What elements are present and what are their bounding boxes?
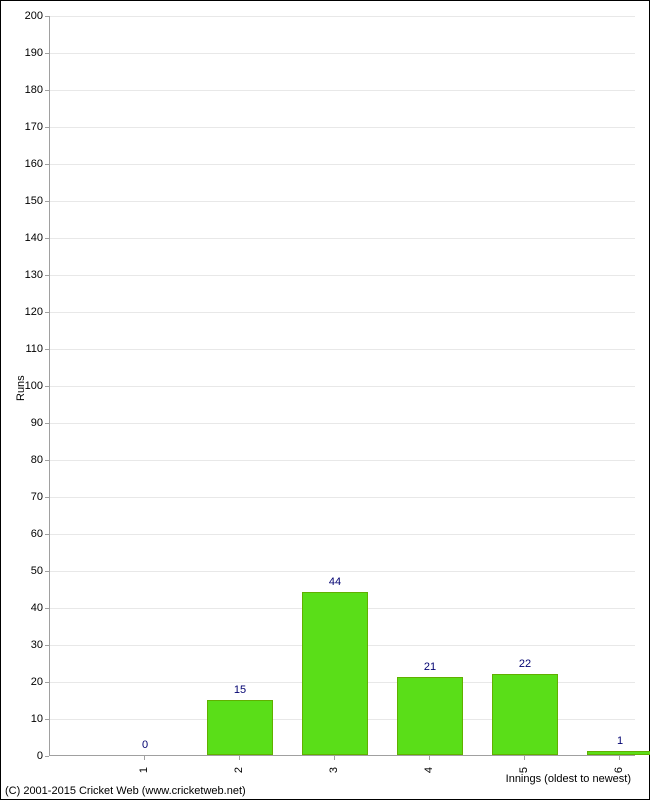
y-tick-mark	[45, 497, 49, 498]
y-tick-mark	[45, 719, 49, 720]
y-tick-label: 30	[5, 639, 43, 651]
y-tick-mark	[45, 756, 49, 757]
y-tick-mark	[45, 53, 49, 54]
plot-area: 0 15 44 21 22 1	[49, 16, 635, 756]
y-tick-label: 60	[5, 528, 43, 540]
y-tick-mark	[45, 349, 49, 350]
x-axis-title: Innings (oldest to newest)	[506, 773, 631, 785]
bar-value-label: 0	[142, 739, 148, 751]
y-tick-mark	[45, 682, 49, 683]
bar	[302, 592, 368, 755]
y-tick-label: 140	[5, 232, 43, 244]
y-tick-label: 20	[5, 676, 43, 688]
y-tick-mark	[45, 386, 49, 387]
bar	[492, 674, 558, 755]
y-axis-title: Runs	[15, 375, 27, 401]
gridline	[50, 16, 635, 17]
copyright-text: (C) 2001-2015 Cricket Web (www.cricketwe…	[5, 785, 246, 797]
gridline	[50, 275, 635, 276]
y-tick-label: 110	[5, 343, 43, 355]
gridline	[50, 90, 635, 91]
y-tick-label: 70	[5, 491, 43, 503]
gridline	[50, 386, 635, 387]
y-tick-label: 200	[5, 10, 43, 22]
bar	[397, 677, 463, 755]
bar-value-label: 1	[617, 735, 623, 747]
y-tick-label: 50	[5, 565, 43, 577]
y-tick-label: 80	[5, 454, 43, 466]
y-tick-mark	[45, 460, 49, 461]
y-tick-mark	[45, 571, 49, 572]
y-tick-mark	[45, 275, 49, 276]
gridline	[50, 423, 635, 424]
x-tick-label: 3	[328, 760, 340, 780]
bar-value-label: 22	[519, 658, 531, 670]
y-tick-label: 40	[5, 602, 43, 614]
y-tick-label: 90	[5, 417, 43, 429]
bar	[587, 751, 650, 755]
y-tick-label: 190	[5, 47, 43, 59]
gridline	[50, 460, 635, 461]
gridline	[50, 497, 635, 498]
y-tick-mark	[45, 164, 49, 165]
y-tick-mark	[45, 608, 49, 609]
gridline	[50, 53, 635, 54]
x-tick-label: 4	[423, 760, 435, 780]
y-tick-label: 150	[5, 195, 43, 207]
y-tick-mark	[45, 312, 49, 313]
y-tick-label: 160	[5, 158, 43, 170]
gridline	[50, 312, 635, 313]
y-tick-label: 0	[5, 750, 43, 762]
bar-value-label: 15	[234, 684, 246, 696]
y-tick-mark	[45, 201, 49, 202]
y-tick-mark	[45, 423, 49, 424]
bar-value-label: 44	[329, 576, 341, 588]
y-tick-label: 170	[5, 121, 43, 133]
y-tick-mark	[45, 127, 49, 128]
gridline	[50, 571, 635, 572]
x-tick-label: 2	[233, 760, 245, 780]
chart-container: 0154421221 01020304050607080901001101201…	[0, 0, 650, 800]
y-tick-label: 10	[5, 713, 43, 725]
gridline	[50, 201, 635, 202]
bar-value-label: 21	[424, 661, 436, 673]
y-tick-label: 120	[5, 306, 43, 318]
gridline	[50, 238, 635, 239]
y-tick-mark	[45, 16, 49, 17]
y-tick-mark	[45, 645, 49, 646]
gridline	[50, 127, 635, 128]
gridline	[50, 534, 635, 535]
y-tick-mark	[45, 90, 49, 91]
y-tick-label: 180	[5, 84, 43, 96]
gridline	[50, 349, 635, 350]
bar	[207, 700, 273, 756]
gridline	[50, 164, 635, 165]
y-tick-label: 130	[5, 269, 43, 281]
y-tick-mark	[45, 534, 49, 535]
y-tick-mark	[45, 238, 49, 239]
x-tick-label: 1	[138, 760, 150, 780]
